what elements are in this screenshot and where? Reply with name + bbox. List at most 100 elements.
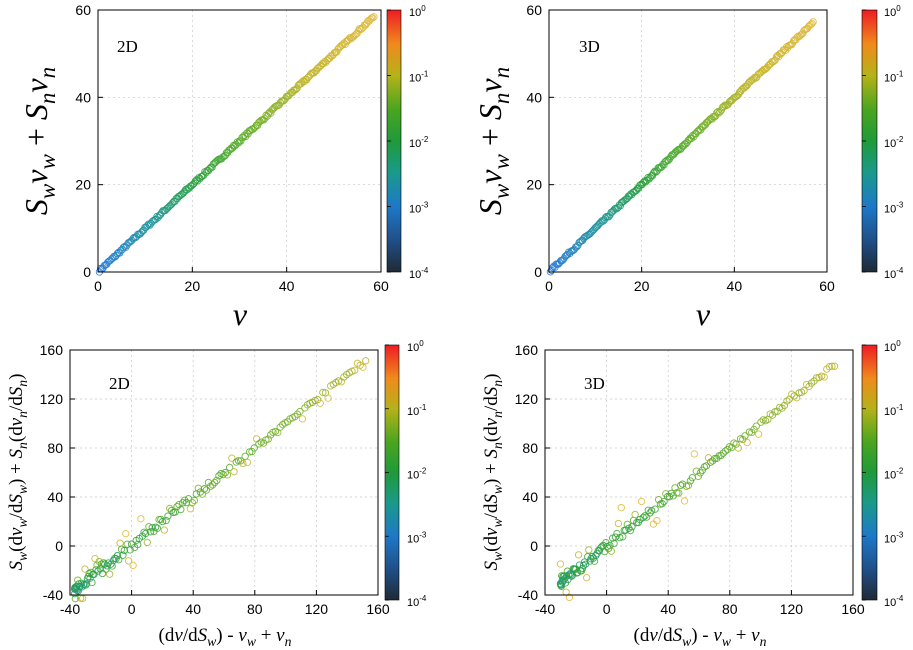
scatter-point [315,63,323,72]
scatter-point [717,451,725,460]
y-tick-label: 160 [40,342,64,358]
colorbar-tick-base: 10 [884,406,896,418]
y-label-sub-n: n [490,442,505,449]
y-label-s3: S [481,448,502,458]
scatter-point [153,524,162,532]
y-label-sub-w: w [490,551,505,561]
scatter-point [232,458,240,466]
scatter-point [644,174,652,182]
x-axis-label: v [696,296,711,332]
scatter-point [323,56,331,65]
y-label-open2: ( [6,436,27,442]
x-label-d2: d [663,625,673,646]
x-label-slash: / [658,625,664,646]
y-tick-label: 0 [530,538,538,554]
colorbar-tick-exp: -4 [419,594,427,603]
scatter-point [807,20,815,29]
scatter-point [255,440,263,448]
y-label-v1: v [18,169,54,184]
scatter-point [346,34,354,42]
scatter-point [119,243,128,252]
y-tick-label: -40 [43,587,63,603]
colorbar-tick-exp: -1 [419,403,427,412]
scatter-point [694,472,702,481]
scatter-point [830,362,839,370]
colorbar-tick-exp: -2 [419,467,427,476]
y-axis-label: Sw(dvw/dSw) + Sn(dvn/dSn) [6,374,30,571]
y-label-d: d [481,535,502,545]
scatter-point [261,114,269,123]
scatter-point [605,213,613,221]
scatter-point [585,546,593,554]
y-label-plus: + [472,120,508,154]
scatter-point [340,39,348,47]
y-label-v2: v [472,78,508,93]
panel-label-3d-bottom: 3D [584,374,605,393]
y-label-s4: S [6,386,27,396]
y-label-close2: ) [481,374,502,380]
y-label-sub-n3: n [15,380,30,387]
scatter-point [166,504,174,513]
scatter-point [157,515,165,524]
scatter-point [242,132,250,141]
grid [549,10,827,272]
x-label-slash: / [183,625,189,646]
y-label-s2: S [6,494,27,504]
scatter-point [194,484,202,492]
scatter-point [234,139,243,147]
scatter-point [741,432,749,440]
colorbar-tick-exp: -3 [421,201,429,210]
y-label-v2: v [18,78,54,93]
colorbar-tick-label: 10-3 [884,530,904,545]
scatter-point [637,497,646,506]
scatter-point [249,125,257,133]
x-label-v3: v [751,625,760,646]
y-label-s1: S [6,560,27,570]
scatter-point [828,362,836,370]
scatter-point [123,540,131,548]
x-label-sub-w2: w [247,634,257,649]
scatter-point [693,127,701,136]
scatter-point [616,202,625,210]
scatter-point [219,470,227,479]
x-label-v2: v [238,625,247,646]
scatter-point [787,41,795,49]
y-label-s4: S [481,386,502,396]
scatter-point [240,131,249,139]
scatter-point [211,478,219,487]
y-tick-label: 120 [40,391,64,407]
y-label-d3: d [6,426,27,436]
colorbar-tick-label: 10-2 [407,467,427,482]
y-tick-label: 60 [75,2,91,18]
y-label-sub4: n [34,67,60,79]
scatter-point [125,557,133,565]
scatter-point [178,190,186,198]
panel-label-2d-bottom: 2D [109,374,130,393]
y-label-d4: d [6,396,27,406]
scatter-point [137,228,146,237]
scatter-point [719,449,727,457]
y-tick-label: 20 [75,177,91,193]
scatter-point [732,93,740,101]
scatter-point [200,485,209,493]
scatter-point [706,458,715,466]
scatter-point [653,516,661,525]
colorbar-tick-base: 10 [884,533,896,545]
scatter-point [825,362,833,371]
y-label-s1: S [18,199,54,215]
scatter-point [716,108,724,116]
scatter-point [718,103,727,112]
x-tick-label: 120 [305,601,329,617]
y-label-d3: d [481,426,502,436]
scatter-point [248,447,256,456]
y-label-v1: v [472,169,508,184]
scatter-point [296,407,304,416]
y-label-d: d [6,535,27,545]
y-label-sub3: n [34,93,60,105]
colorbar-tick-label: 10-3 [407,530,427,545]
scatter-point [807,379,816,387]
scatter-point [206,482,215,490]
